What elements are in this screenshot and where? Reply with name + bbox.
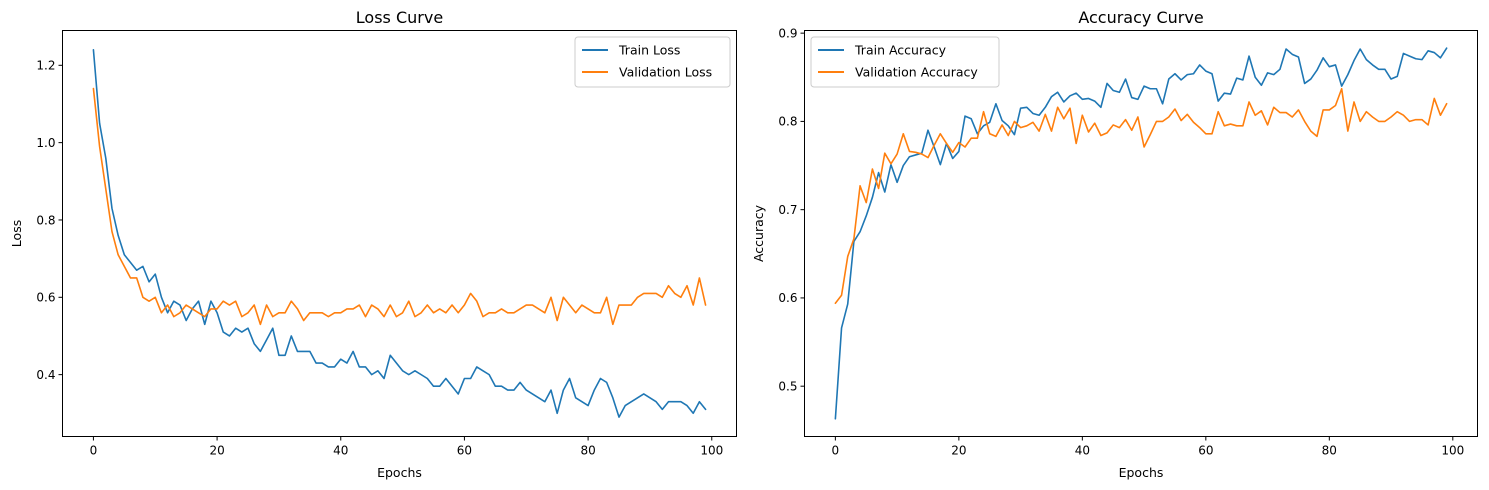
y-ticks: 0.4 0.6 0.8 1.0 1.2 xyxy=(36,59,63,382)
series-lines xyxy=(92,49,707,418)
x-tick-label: 20 xyxy=(951,444,966,458)
accuracy-chart: Accuracy Curve 0.5 0.6 0.7 0.8 0.9 0 20 40 60 80… xyxy=(751,8,1478,480)
loss-chart: Loss Curve 0.40.60.81.01.2 0 20 40 60 80 100 … xyxy=(9,8,737,480)
y-tick-label: 0.8 xyxy=(36,213,55,227)
y-axis-label: Loss xyxy=(9,220,24,247)
x-tick-label: 20 xyxy=(209,444,224,458)
y-tick-label: 0.5 xyxy=(778,379,797,393)
legend-label-train-accuracy: Train Accuracy xyxy=(854,43,947,58)
y-tick-label: 0.7 xyxy=(778,203,797,217)
y-tick-label: 0.9 xyxy=(778,26,797,40)
legend-box xyxy=(810,36,1000,88)
x-tick-label: 60 xyxy=(457,444,472,458)
x-tick-label: 100 xyxy=(700,444,723,458)
series-line-train-loss xyxy=(92,49,707,418)
legend: Train Loss Validation Loss xyxy=(574,36,731,88)
legend-label-validation-loss: Validation Loss xyxy=(619,65,712,80)
y-tick-label: 1.0 xyxy=(36,136,55,150)
legend: Train Accuracy Validation Accuracy xyxy=(810,36,1000,88)
legend-box xyxy=(574,36,731,88)
series-line-validation-loss xyxy=(92,87,707,326)
x-tick-label: 80 xyxy=(580,444,595,458)
x-tick-label: 40 xyxy=(1075,444,1090,458)
y-tick-label: 0.4 xyxy=(36,368,55,382)
x-tick-label: 80 xyxy=(1322,444,1337,458)
y-tick-label: 1.2 xyxy=(36,59,55,73)
y-tick-label: 0.8 xyxy=(778,115,797,129)
legend-label-train-loss: Train Loss xyxy=(618,43,680,58)
x-tick-label: 0 xyxy=(832,444,840,458)
x-tick-label: 100 xyxy=(1441,444,1464,458)
y-tick-label: 0.6 xyxy=(36,291,55,305)
x-axis-label: Epochs xyxy=(1119,465,1164,480)
series-line-train-accuracy xyxy=(834,47,1448,420)
x-tick-label: 0 xyxy=(90,444,98,458)
y-ticks: 0.5 0.6 0.7 0.8 0.9 xyxy=(778,26,805,393)
series-line-validation-accuracy xyxy=(834,87,1448,305)
x-tick-label: 60 xyxy=(1198,444,1213,458)
chart-title: Loss Curve xyxy=(356,8,443,27)
y-tick-label: 0.6 xyxy=(778,291,797,305)
x-axis-label: Epochs xyxy=(377,465,422,480)
y-axis-label: Accuracy xyxy=(751,204,766,262)
x-tick-label: 40 xyxy=(333,444,348,458)
legend-label-validation-accuracy: Validation Accuracy xyxy=(855,65,978,80)
series-lines xyxy=(834,47,1448,420)
plot-frame xyxy=(62,30,737,437)
chart-title: Accuracy Curve xyxy=(1078,8,1203,27)
x-ticks: 0 20 40 60 80 100 xyxy=(90,436,723,458)
x-ticks: 0 20 40 60 80 100 xyxy=(832,436,1464,458)
plot-frame xyxy=(804,30,1478,437)
